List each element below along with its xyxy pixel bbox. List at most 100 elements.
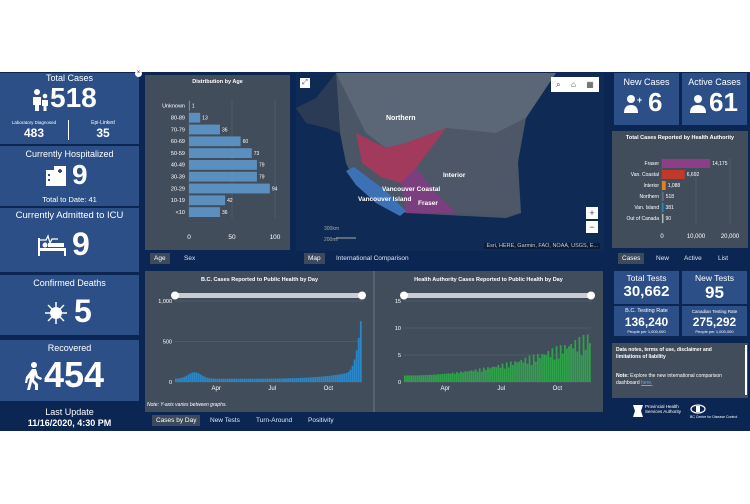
daily-bar: [301, 377, 304, 382]
age-bar[interactable]: [189, 171, 257, 182]
daily-bar: [437, 374, 440, 382]
daily-bar: [256, 378, 258, 382]
age-value-label: 60: [243, 139, 249, 145]
age-category-label: Unknown: [162, 104, 185, 110]
daily-charts: 1,000 500 0 Apr Jul Oct 15 10 5 0 Apr Jul Oct: [158, 271, 595, 412]
age-bar[interactable]: [189, 183, 270, 194]
slider-handle-start[interactable]: [400, 291, 408, 300]
map-panel[interactable]: Northern Interior Vancouver Coastal Vanc…: [296, 73, 604, 251]
canada-testing-rate-sub: People per 1,000,000: [695, 329, 734, 334]
age-bar[interactable]: [189, 124, 220, 135]
daily-bar: [183, 376, 186, 382]
ha-daily-title: Health Authority Cases Reported to Publi…: [414, 277, 563, 283]
age-bar[interactable]: [189, 195, 226, 206]
daily-bar: [424, 374, 427, 382]
bc-testing-rate-card: B.C. Testing Rate 136,240 People per 1,0…: [614, 306, 679, 336]
tab-active[interactable]: Active: [684, 255, 702, 262]
age-bar[interactable]: [189, 207, 220, 217]
map-basemap-icon[interactable]: ▦: [586, 80, 594, 89]
daily-bar: [274, 378, 277, 382]
daily-bar: [241, 378, 244, 382]
tab-cases-by-day[interactable]: Cases by Day: [152, 415, 201, 426]
slider-handle-end[interactable]: [587, 291, 595, 300]
daily-bar: [449, 373, 452, 382]
daily-bar: [272, 378, 275, 382]
daily-bar: [347, 372, 350, 382]
last-update-value: 11/16/2020, 4:30 PM: [27, 418, 112, 428]
bc-daily-title: B.C. Cases Reported to Public Health by …: [200, 277, 319, 283]
daily-bar: [262, 378, 265, 382]
tab-new-tests[interactable]: New Tests: [210, 417, 240, 424]
daily-bar: [451, 372, 454, 382]
tab-turn-around[interactable]: Turn-Around: [256, 417, 293, 424]
ha-bar[interactable]: [662, 214, 664, 223]
daily-bar: [202, 375, 204, 382]
age-bar[interactable]: [189, 136, 241, 147]
daily-bar: [322, 376, 325, 382]
age-category-label: 60-69: [171, 139, 185, 145]
ha-bar[interactable]: [662, 192, 664, 201]
map-label-interior: Interior: [443, 172, 466, 179]
tab-map[interactable]: Map: [304, 253, 325, 264]
age-bar[interactable]: [189, 148, 252, 158]
tab-international-comparison[interactable]: International Comparison: [336, 255, 409, 262]
age-bar[interactable]: [189, 160, 257, 170]
data-notes-link[interactable]: Data notes, terms of use, disclaimer and…: [616, 347, 712, 360]
daily-bar: [197, 373, 200, 382]
age-bar[interactable]: [189, 112, 201, 123]
tab-list[interactable]: List: [718, 255, 729, 262]
date-range-slider[interactable]: [175, 293, 362, 298]
slider-handle-start[interactable]: [171, 291, 179, 300]
daily-bar: [278, 378, 281, 382]
recovered-card: Recovered 454: [0, 340, 139, 401]
tab-sex[interactable]: Sex: [184, 255, 196, 262]
notes-scrollbar[interactable]: [745, 345, 747, 395]
bccdc-logo-text: BC Centre for Disease Control: [690, 415, 738, 419]
bc-map[interactable]: [296, 73, 604, 251]
daily-bar: [276, 378, 279, 382]
daily-x-tick: Jul: [268, 386, 276, 392]
slider-handle-end[interactable]: [358, 291, 366, 300]
daily-bar: [349, 369, 352, 382]
daily-bar: [476, 371, 479, 382]
map-home-icon[interactable]: ⌂: [571, 80, 576, 89]
daily-bar: [245, 378, 248, 382]
tab-age[interactable]: Age: [150, 253, 170, 264]
daily-bar: [528, 355, 531, 382]
daily-bar: [412, 375, 415, 382]
close-panel-button[interactable]: ×: [135, 70, 142, 77]
daily-bar: [570, 344, 572, 382]
daily-tabs: Cases by Day New Tests Turn-Around Posit…: [152, 415, 372, 427]
map-expand-button[interactable]: ⤢: [300, 78, 310, 88]
ha-bar[interactable]: [662, 203, 664, 212]
daily-bar: [291, 378, 294, 382]
daily-y-tick: 500: [163, 340, 172, 346]
notes-here-link[interactable]: here.: [641, 380, 653, 386]
tab-positivity[interactable]: Positivity: [308, 417, 334, 424]
daily-bar: [524, 357, 527, 382]
tab-cases[interactable]: Cases: [618, 253, 645, 264]
new-tests-card: New Tests 95: [682, 271, 747, 304]
ha-bar[interactable]: [662, 159, 711, 168]
map-search-icon[interactable]: ⌕: [556, 79, 561, 89]
ha-bar[interactable]: [662, 170, 685, 179]
active-cases-card: Active Cases 61: [682, 73, 747, 125]
zoom-in-button[interactable]: +: [586, 207, 598, 219]
ha-bar[interactable]: [662, 181, 666, 190]
daily-bar: [530, 365, 533, 382]
tab-new[interactable]: New: [656, 255, 670, 262]
total-cases-value: 518: [50, 82, 97, 113]
daily-bar: [328, 375, 331, 382]
daily-y-tick: 10: [395, 326, 401, 332]
daily-bar: [224, 378, 227, 382]
age-category-label: 40-49: [171, 163, 185, 169]
hospital-icon: [46, 166, 66, 186]
zoom-out-button[interactable]: −: [586, 221, 598, 233]
age-bar[interactable]: [189, 101, 190, 111]
deaths-card: Confirmed Deaths 5: [0, 275, 139, 335]
ha-category-label: Interior: [643, 183, 659, 189]
age-category-label: 10-19: [171, 198, 185, 204]
date-range-slider[interactable]: [404, 293, 591, 298]
daily-bar: [539, 357, 541, 382]
daily-bar: [420, 375, 423, 382]
